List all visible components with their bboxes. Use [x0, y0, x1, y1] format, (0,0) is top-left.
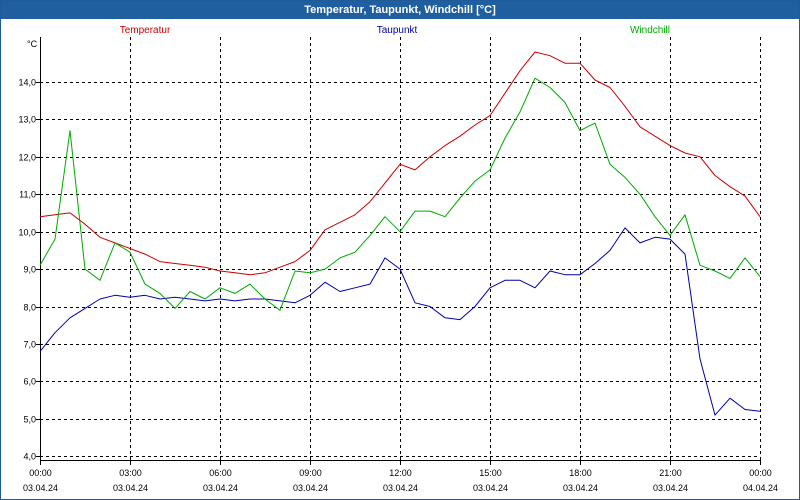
- y-tick-label: 6,0: [23, 377, 36, 387]
- y-tick-label: 5,0: [23, 415, 36, 425]
- x-tick-time-label: 00:00: [749, 468, 772, 478]
- series-line-windchill: [39, 77, 761, 311]
- x-tick-time-label: 18:00: [569, 468, 592, 478]
- legend-temperatur: Temperatur: [120, 25, 171, 36]
- series-line-temperatur: [39, 51, 761, 276]
- x-tick-date-label: 03.04.24: [383, 483, 418, 493]
- x-tick-time-label: 06:00: [209, 468, 232, 478]
- chart-title: Temperatur, Taupunkt, Windchill [°C]: [1, 1, 799, 19]
- x-tick-time-label: 03:00: [119, 468, 142, 478]
- y-tick-label: 7,0: [23, 340, 36, 350]
- x-tick-date-label: 03.04.24: [23, 483, 58, 493]
- y-tick-label: 9,0: [23, 265, 36, 275]
- y-tick-label: 14,0: [18, 78, 36, 88]
- x-tick-time-label: 09:00: [299, 468, 322, 478]
- legend-taupunkt: Taupunkt: [377, 25, 418, 36]
- x-tick-time-label: 00:00: [29, 468, 52, 478]
- x-tick-date-label: 03.04.24: [653, 483, 688, 493]
- x-tick-date-label: 03.04.24: [293, 483, 328, 493]
- axes: 4,0 5,0 6,0 7,0 8,0 9,0 10,0 11,0 12,0 13,0 14,0 00…: [18, 37, 778, 493]
- x-tick-date-label: 03.04.24: [563, 483, 598, 493]
- x-tick-date-label: 03.04.24: [113, 483, 148, 493]
- series-line-taupunkt: [39, 227, 761, 416]
- x-tick-date-label: 03.04.24: [203, 483, 238, 493]
- y-tick-label: 13,0: [18, 115, 36, 125]
- y-tick-label: 4,0: [23, 452, 36, 462]
- grid: [40, 37, 760, 460]
- x-tick-time-label: 15:00: [479, 468, 502, 478]
- legend-windchill: Windchill: [630, 25, 670, 36]
- y-tick-label: 8,0: [23, 303, 36, 313]
- x-tick-date-label: 03.04.24: [473, 483, 508, 493]
- y-tick-label: 10,0: [18, 228, 36, 238]
- y-axis-label: °C: [27, 39, 38, 49]
- x-tick-time-label: 12:00: [389, 468, 412, 478]
- y-tick-label: 11,0: [19, 190, 36, 200]
- x-tick-date-label: 04.04.24: [743, 483, 778, 493]
- series-group: [39, 51, 761, 416]
- y-tick-label: 12,0: [18, 153, 36, 163]
- legend: Temperatur Taupunkt Windchill: [120, 25, 670, 36]
- x-tick-time-label: 21:00: [659, 468, 682, 478]
